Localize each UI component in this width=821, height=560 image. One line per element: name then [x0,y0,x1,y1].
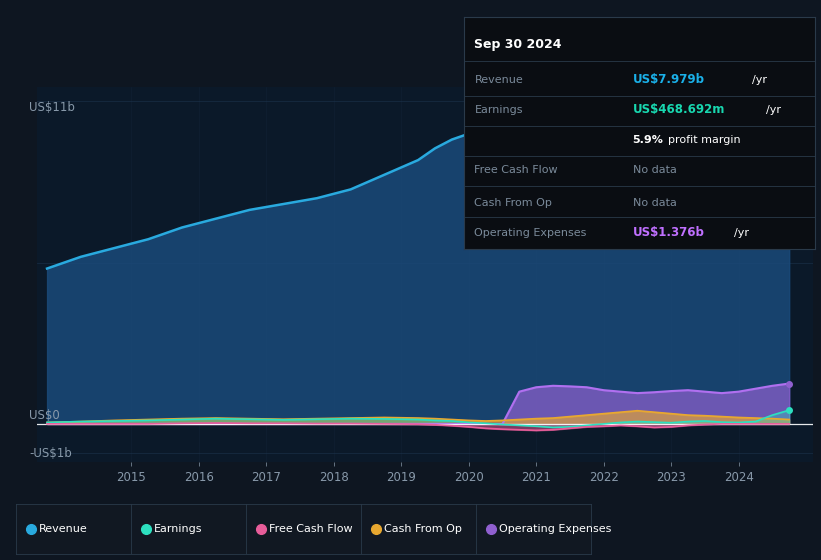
Text: No data: No data [632,198,677,208]
Text: profit margin: profit margin [667,135,741,145]
Text: Cash From Op: Cash From Op [475,198,553,208]
Text: Operating Expenses: Operating Expenses [475,228,587,238]
Text: Free Cash Flow: Free Cash Flow [475,165,558,175]
Text: /yr: /yr [735,228,750,238]
Text: US$11b: US$11b [30,101,75,114]
Text: US$0: US$0 [30,409,60,422]
Text: Free Cash Flow: Free Cash Flow [268,524,352,534]
Text: Revenue: Revenue [39,524,88,534]
Text: US$7.979b: US$7.979b [632,73,704,86]
Text: Cash From Op: Cash From Op [383,524,461,534]
Text: Revenue: Revenue [475,74,523,85]
Text: Operating Expenses: Operating Expenses [498,524,611,534]
Text: /yr: /yr [766,105,781,115]
Text: Earnings: Earnings [154,524,202,534]
Text: Sep 30 2024: Sep 30 2024 [475,38,562,51]
Text: 5.9%: 5.9% [632,135,663,145]
Text: /yr: /yr [752,74,767,85]
Text: US$1.376b: US$1.376b [632,226,704,240]
Text: Earnings: Earnings [475,105,523,115]
Text: -US$1b: -US$1b [30,447,72,460]
Text: US$468.692m: US$468.692m [632,103,725,116]
Text: No data: No data [632,165,677,175]
